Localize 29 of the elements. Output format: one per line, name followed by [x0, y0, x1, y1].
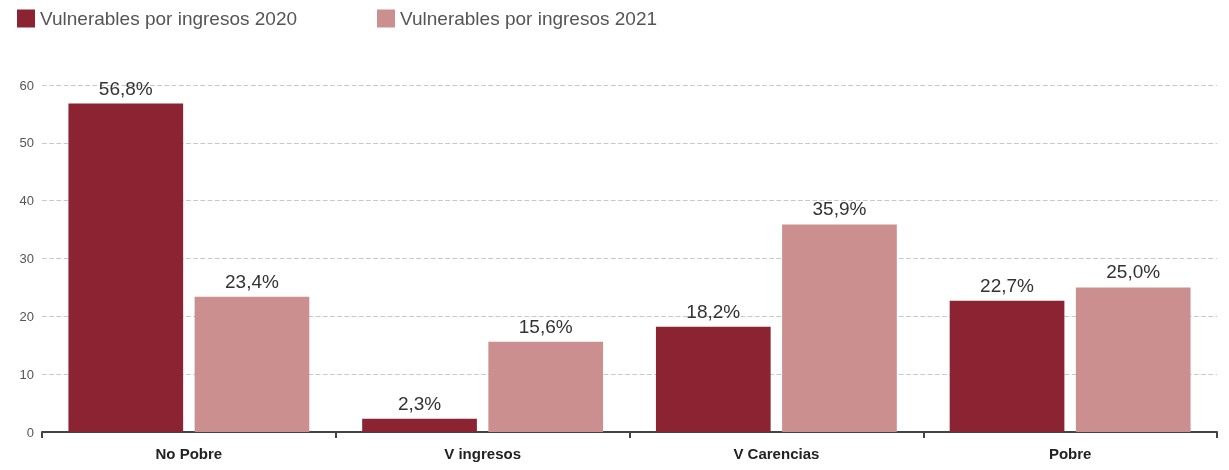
data-label: 35,9%: [812, 198, 867, 220]
data-label: 56,8%: [98, 77, 153, 99]
legend-label: Vulnerables por ingresos 2021: [400, 8, 658, 29]
bar: [194, 296, 310, 432]
bar: [68, 103, 184, 432]
legend-label: Vulnerables por ingresos 2020: [40, 8, 298, 29]
y-tick-label: 20: [19, 308, 34, 324]
data-label: 18,2%: [686, 300, 741, 322]
data-label: 23,4%: [225, 270, 279, 292]
x-tick-label: V ingresos: [444, 445, 521, 462]
bar: [488, 341, 604, 432]
y-tick-label: 30: [19, 251, 34, 266]
y-tick-label: 60: [19, 77, 34, 93]
y-tick-label: 50: [19, 135, 34, 151]
bar: [1075, 287, 1191, 432]
data-label: 15,6%: [518, 315, 573, 337]
data-label: 2,3%: [397, 392, 442, 414]
x-tick-label: Pobre: [1048, 445, 1092, 462]
data-label: 22,7%: [980, 274, 1035, 296]
bar: [782, 224, 897, 432]
x-tick-label: No Pobre: [155, 445, 223, 462]
y-tick-label: 40: [19, 193, 34, 209]
bar: [949, 300, 1065, 432]
bar: [655, 326, 771, 432]
y-tick-label: 0: [26, 424, 34, 440]
data-label: 25,0%: [1106, 261, 1161, 283]
x-tick-label: V Carencias: [733, 445, 820, 462]
bar: [362, 418, 477, 432]
y-tick-label: 10: [19, 366, 34, 382]
